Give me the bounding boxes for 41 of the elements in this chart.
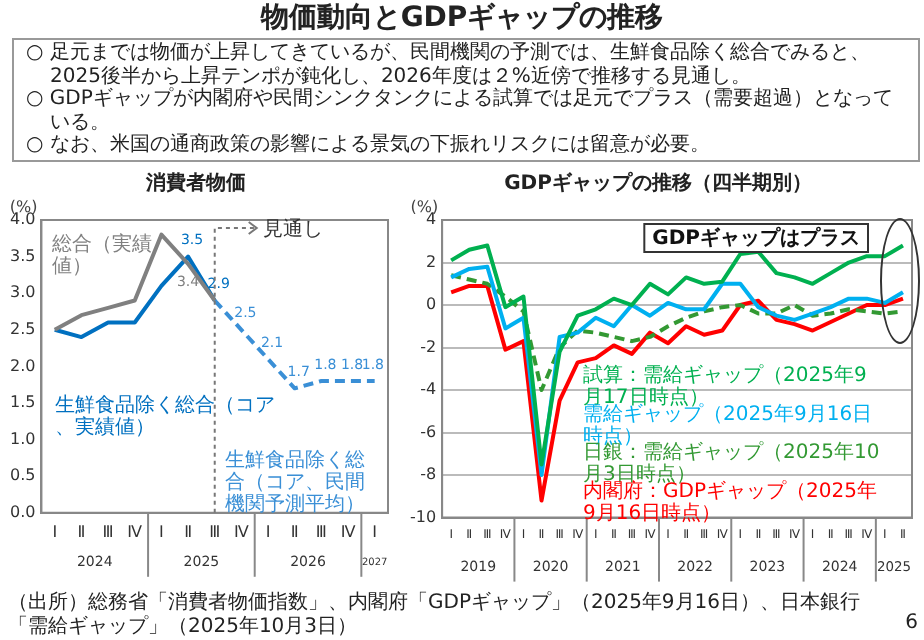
- x-tick-label: Ⅳ: [340, 522, 357, 541]
- x-tick-label: Ⅲ: [209, 522, 221, 541]
- y-tick-label: -10: [409, 507, 437, 526]
- x-tick-label: Ⅱ: [184, 522, 193, 541]
- x-tick-label: Ⅲ: [315, 522, 327, 541]
- x-tick-label: Ⅰ: [159, 522, 164, 541]
- y-tick-label: 2.5: [9, 319, 36, 338]
- x-tick-label: Ⅱ: [290, 522, 299, 541]
- text: ○ なお、米国の通商政策の影響による景気の下振れリスクには留意が必要。: [26, 134, 712, 157]
- chart-title: GDPギャップの推移（四半期別）: [504, 171, 812, 196]
- x-tick-label: Ⅰ: [265, 522, 271, 541]
- y-tick-label: 0.0: [9, 502, 36, 521]
- text: ○ GDPギャップが内閣府や民間シンクタンクによる試算では足元でプラス（需要超過）となっている。: [26, 88, 895, 133]
- text: （出所）総務省「消費者物価指数」、内閣府「GDPギャップ」（2025年9月16日）、日本銀行「需給ギャップ」（2025年10月3日）: [8, 592, 863, 638]
- series-label: 総合（実績値）: [49, 231, 152, 278]
- chart-title: 消費者物価: [144, 171, 246, 196]
- x-tick-label: Ⅰ: [372, 522, 378, 541]
- annotation: 見通し: [262, 217, 323, 242]
- text: 6: [905, 612, 918, 634]
- text: 生鮮食品除く総合（コア、実績値）: [55, 392, 276, 439]
- text: ○ 足元までは物価が上昇してきているが、民間機関の予測では、生鮮食品除く総合でみると、2025後半から上昇テンポが鈍化し、2026年度は２%近傍で推移する見通し。: [26, 42, 872, 87]
- y-tick-label: 0: [425, 295, 437, 314]
- y-tick-label: 2: [425, 252, 437, 271]
- y-tick-label: 1.0: [9, 429, 36, 448]
- x-tick-label: Ⅰ: [52, 522, 58, 541]
- y-tick-label: 3.0: [9, 283, 36, 302]
- y-tick-label: -6: [420, 422, 437, 441]
- text: 生鮮食品除く総合（コア、民間機関予測平均）: [225, 448, 366, 517]
- x-tick-label: Ⅳ: [233, 522, 250, 541]
- y-tick-label: -8: [420, 465, 437, 484]
- y-tick-label: -4: [420, 380, 437, 399]
- x-tick-label: Ⅲ: [102, 522, 114, 541]
- x-tick-label: Ⅳ: [127, 522, 144, 541]
- y-tick-label: 1.5: [9, 393, 36, 412]
- y-tick-label: -2: [420, 337, 437, 356]
- annotation: GDPギャップはプラス: [652, 226, 861, 251]
- x-tick-label: Ⅱ: [77, 522, 86, 541]
- text: 物価動向とGDPギャップの推移: [258, 2, 666, 36]
- y-tick-label: 0.5: [9, 466, 36, 485]
- y-tick-label: 2.0: [9, 356, 36, 375]
- y-tick-label: 3.5: [9, 246, 36, 265]
